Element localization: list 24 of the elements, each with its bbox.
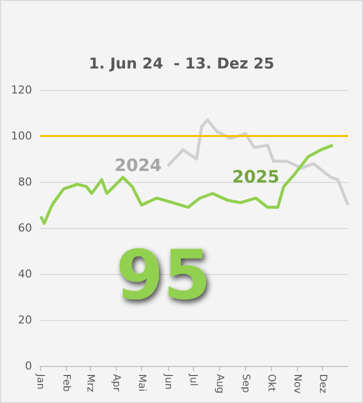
x-tick-label: Jan [34,373,46,390]
x-tick-label: Dez [317,374,328,394]
x-tick-label: Aug [214,374,225,394]
annotation: 95 [116,236,211,316]
x-tick-label: Apr [110,374,122,392]
x-tick-label: Mai [136,374,148,392]
x-tick-label: Feb [60,374,72,392]
line-series [39,144,334,225]
x-tick-label: Jul [188,373,199,386]
series-label: 2025 [232,168,280,188]
y-tick-label: 20 [18,314,32,326]
x-tick-label: Okt [266,374,276,392]
y-tick-label: 120 [11,84,32,96]
x-tick-label: Mrz [84,374,96,392]
x-tick-label: Sep [240,374,252,393]
series-label: 2024 [114,156,162,176]
y-tick-label: 40 [18,268,32,280]
chart-subtitle: 1. Jun 24 - 13. Dez 25 [88,54,274,72]
y-tick-label: 80 [18,176,32,188]
x-tick-label: Nov [292,374,303,394]
y-tick-label: 0 [25,360,32,372]
x-tick-label: Jun [162,373,174,390]
y-tick-label: 100 [11,130,32,142]
y-tick-label: 60 [18,222,32,234]
